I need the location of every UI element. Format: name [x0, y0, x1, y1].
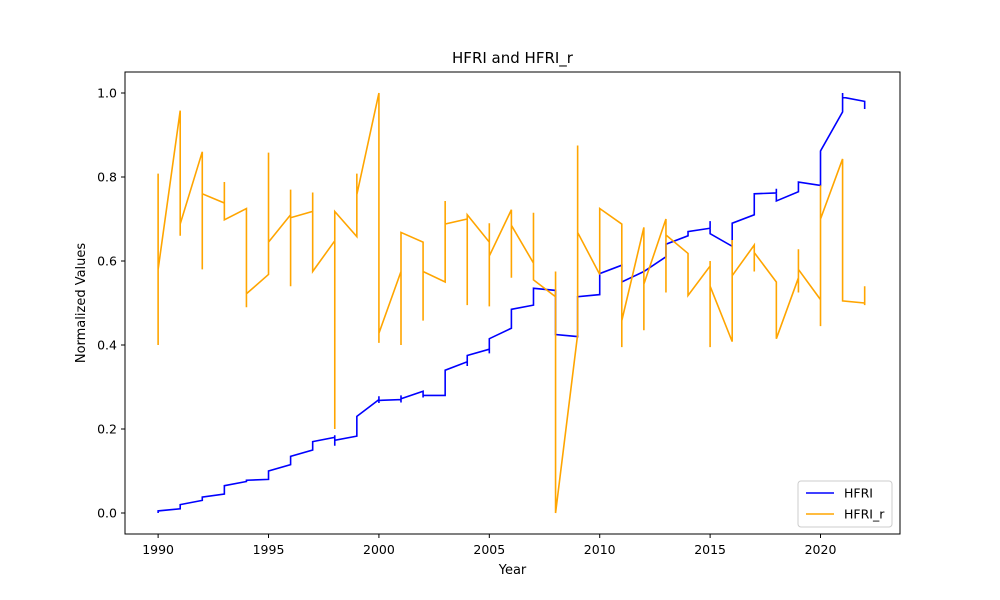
x-tick-label: 2015 [694, 542, 726, 557]
y-tick-label: 0.0 [97, 506, 117, 521]
legend: HFRI HFRI_r [797, 480, 893, 528]
y-tick-label: 1.0 [97, 86, 117, 101]
x-axis-label: Year [498, 563, 527, 578]
x-tick-label: 2000 [363, 542, 395, 557]
legend-label: HFRI [844, 486, 873, 501]
series-line-hfri-r [157, 92, 866, 514]
plot-frame [124, 71, 901, 535]
x-axis: 1990 1995 2000 2005 2010 2015 2020 [142, 534, 836, 557]
x-tick-label: 2020 [805, 542, 837, 557]
series-line-hfri [157, 93, 866, 513]
y-tick-label: 0.4 [97, 338, 117, 353]
y-tick-label: 0.8 [97, 170, 117, 185]
x-tick-label: 1990 [142, 542, 174, 557]
x-tick-label: 2010 [584, 542, 616, 557]
y-tick-label: 0.6 [97, 254, 117, 269]
x-tick-label: 1995 [253, 542, 285, 557]
chart-title: HFRI and HFRI_r [452, 49, 574, 68]
series-layer [157, 92, 866, 514]
y-axis-label: Normalized Values [74, 243, 89, 364]
y-tick-label: 0.2 [97, 422, 117, 437]
y-axis: 0.0 0.2 0.4 0.6 0.8 1.0 [97, 86, 125, 521]
legend-label: HFRI_r [844, 507, 885, 522]
x-tick-label: 2005 [473, 542, 505, 557]
